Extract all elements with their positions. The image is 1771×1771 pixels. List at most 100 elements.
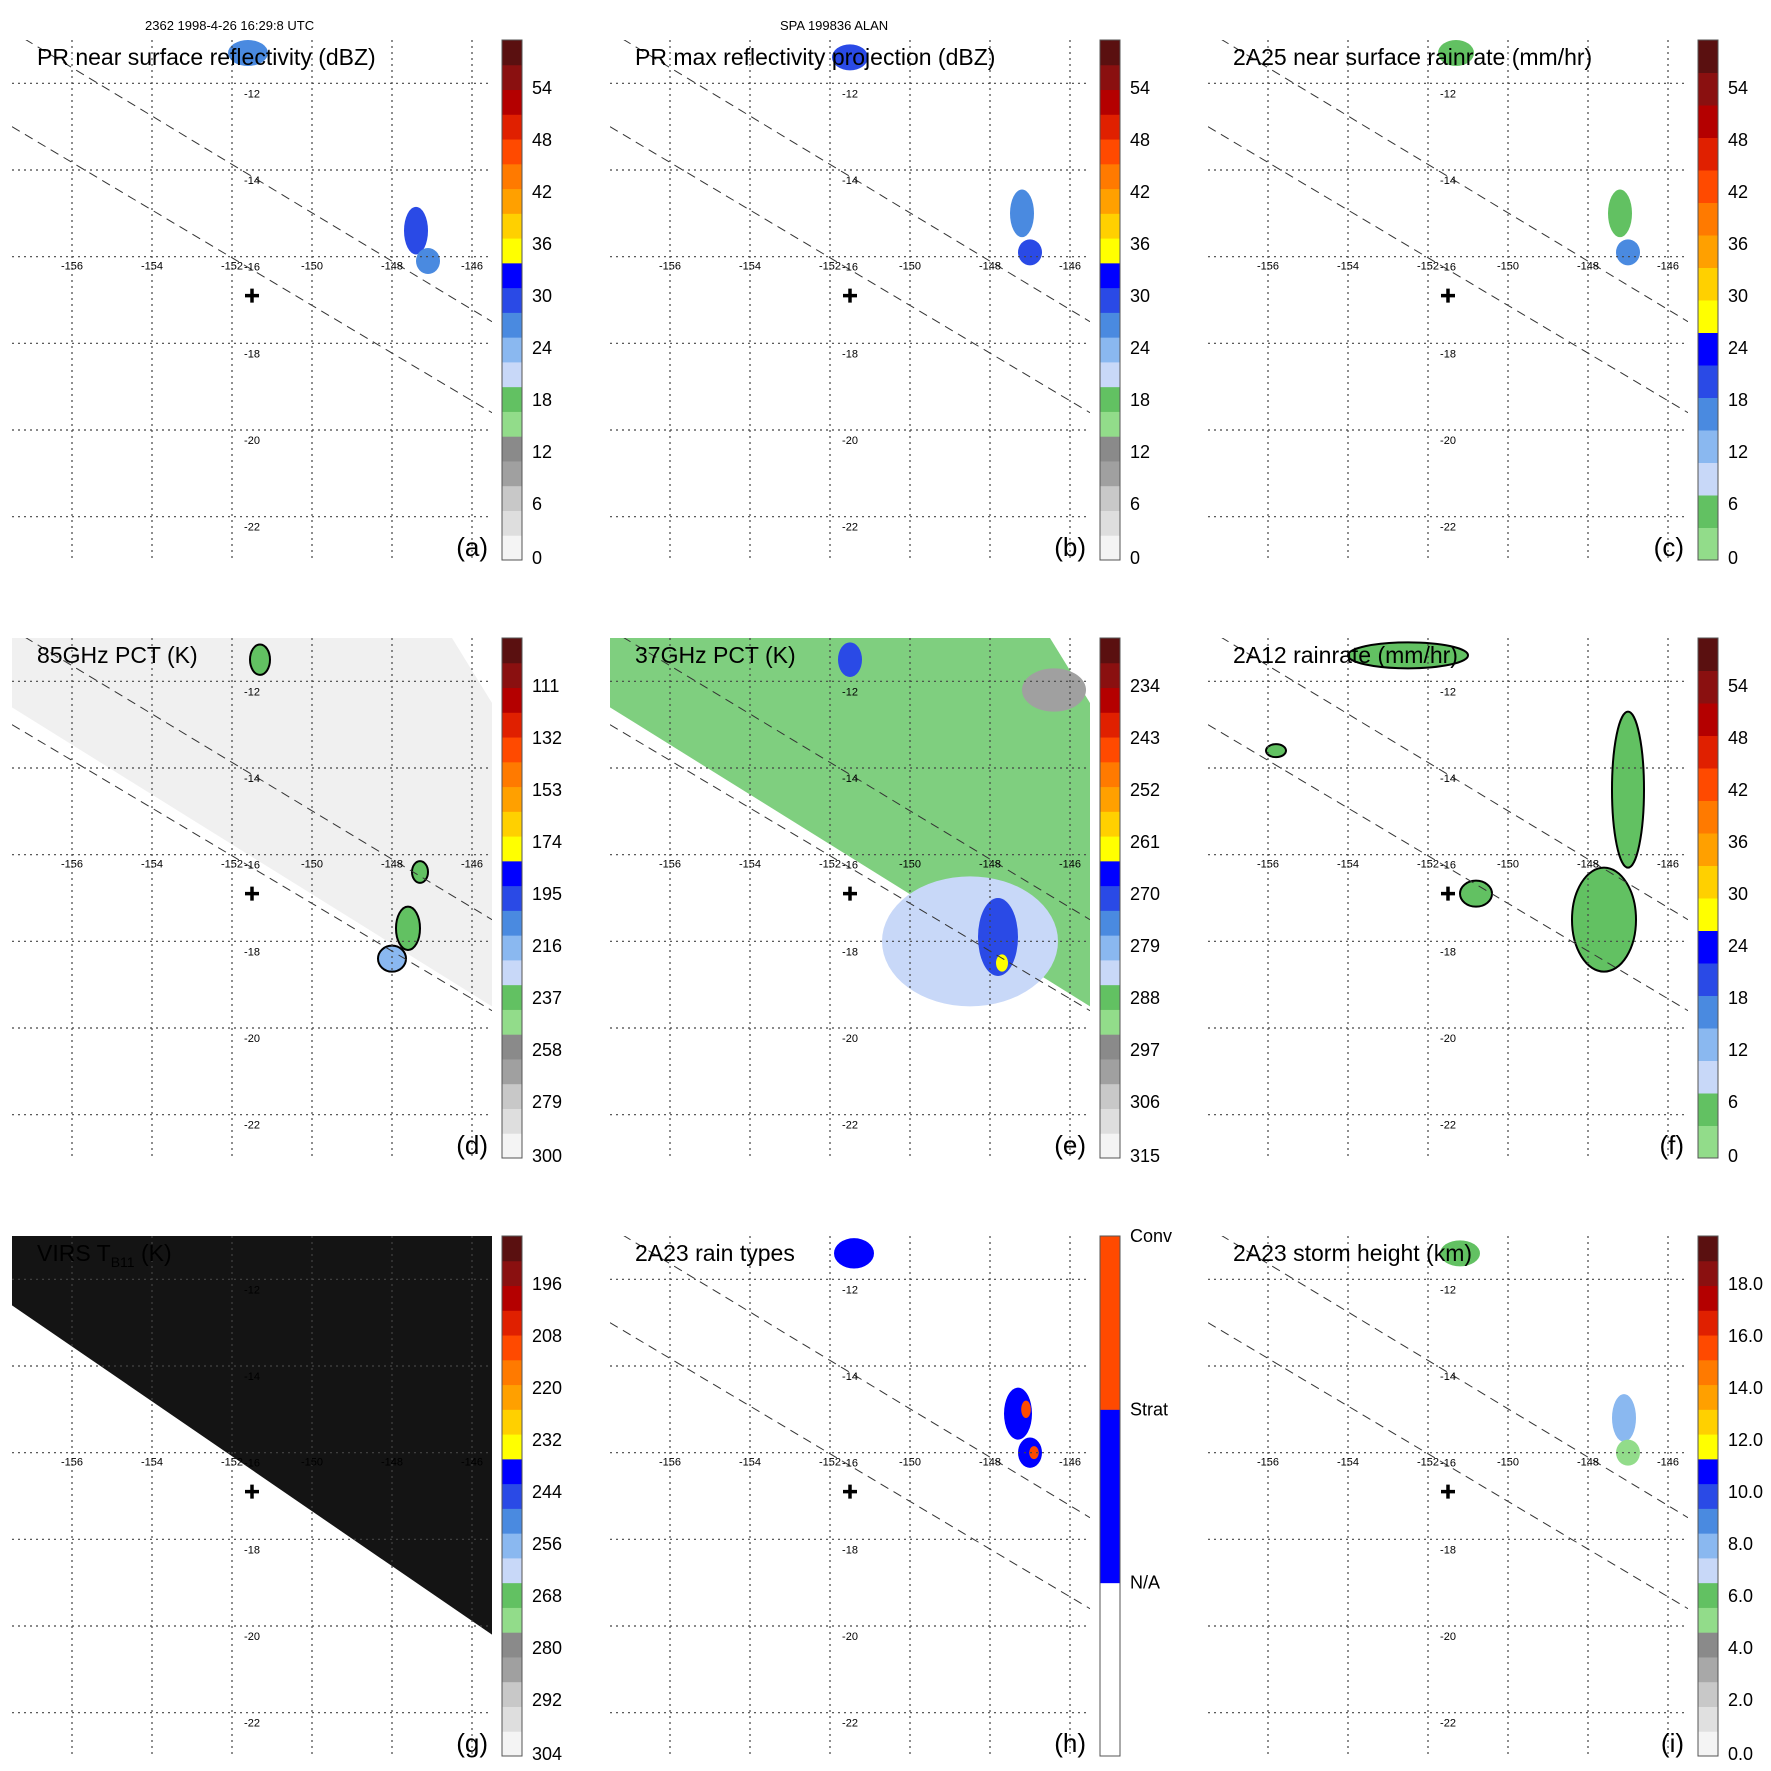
- colorbar-c: 54 48 42 36 30 24 18 12 6 0: [1697, 39, 1748, 568]
- lon-tick-label-b-1: -154: [739, 261, 761, 273]
- colorbar-segment-d-9: [502, 910, 522, 936]
- colorbar-segment-f-7: [1698, 898, 1718, 931]
- lon-tick-label-i-2: -152: [1417, 1457, 1439, 1469]
- colorbar-label-f-4: 30: [1728, 884, 1748, 904]
- colorbar-segment-b-10: [1100, 287, 1120, 313]
- lon-tick-label-b-0: -156: [659, 261, 681, 273]
- colorbar-segment-e-4: [1100, 1034, 1120, 1060]
- lon-tick-label-i-1: -154: [1337, 1457, 1359, 1469]
- colorbar-segment-g-8: [502, 1533, 522, 1559]
- colorbar-label-i-1: 16.0: [1728, 1326, 1763, 1346]
- lon-tick-label-e-3: -150: [899, 859, 921, 871]
- colorbar-segment-b-11: [1100, 262, 1120, 289]
- colorbar-label-c-5: 24: [1728, 338, 1748, 358]
- colorbar-label-h-0: Conv: [1130, 1226, 1172, 1246]
- swath-edge-e-0: [623, 638, 1090, 921]
- colorbar-segment-i-9: [1698, 1508, 1718, 1534]
- swath-fill-g: [12, 1236, 492, 1635]
- colorbar-segment-a-10: [502, 287, 522, 313]
- colorbar-label-g-9: 304: [532, 1744, 562, 1764]
- panel-letter-c: (c): [1654, 532, 1684, 562]
- colorbar-label-d-8: 279: [532, 1092, 562, 1112]
- colorbar-segment-d-8: [502, 935, 522, 961]
- colorbar-segment-c-3: [1698, 430, 1718, 463]
- lon-tick-label-b-5: -146: [1059, 261, 1081, 273]
- lat-tick-label-b-5: -22: [842, 522, 858, 534]
- colorbar-segment-g-0: [502, 1731, 522, 1757]
- colorbar-label-b-7: 12: [1130, 442, 1150, 462]
- rain-cell-d-0: [249, 643, 271, 676]
- rain-cell-a-0: [228, 40, 268, 66]
- colorbar-label-e-8: 306: [1130, 1092, 1160, 1112]
- lat-tick-label-f-4: -20: [1440, 1033, 1456, 1045]
- map-area-b: -156 -154 -152 -150 -148 -146 -12 -14 -16 -18 -20 -…: [610, 40, 1090, 560]
- colorbar-segment-c-9: [1698, 235, 1718, 268]
- colorbar-label-d-9: 300: [532, 1146, 562, 1166]
- colorbar-segment-d-4: [502, 1034, 522, 1060]
- panel-title-i: 2A23 storm height (km): [1233, 1240, 1472, 1266]
- storm-center-marker-h: [843, 1484, 857, 1499]
- lon-tick-label-a-4: -148: [381, 261, 403, 273]
- lon-tick-label-e-0: -156: [659, 859, 681, 871]
- rain-cell-d-2: [411, 860, 429, 884]
- colorbar-segment-b-9: [1100, 312, 1120, 338]
- lat-tick-label-f-1: -14: [1440, 773, 1456, 785]
- lat-tick-label-h-5: -22: [842, 1718, 858, 1730]
- colorbar-label-d-0: 111: [532, 676, 559, 696]
- lon-tick-label-d-4: -148: [381, 859, 403, 871]
- colorbar-segment-g-19: [502, 1260, 522, 1287]
- lon-tick-label-b-2: -152: [819, 261, 841, 273]
- panel-title-tail-g: (K): [135, 1240, 172, 1266]
- lon-tick-label-f-4: -148: [1577, 859, 1599, 871]
- lon-tick-label-h-0: -156: [659, 1457, 681, 1469]
- panel-letter-g: (g): [456, 1728, 488, 1758]
- colorbar-label-c-2: 42: [1728, 182, 1748, 202]
- colorbar-segment-i-15: [1698, 1359, 1718, 1386]
- colorbar-segment-f-8: [1698, 865, 1718, 899]
- colorbar-segment-e-14: [1100, 786, 1120, 812]
- storm-center-marker-e: [843, 886, 857, 901]
- swath-edge-f-1: [1208, 724, 1688, 1012]
- colorbar-segment-i-5: [1698, 1607, 1718, 1633]
- colorbar-segment-e-20: [1100, 638, 1120, 664]
- lat-tick-label-a-1: -14: [244, 175, 260, 187]
- rain-cell-i-1: [1612, 1394, 1636, 1442]
- lon-tick-label-f-5: -146: [1657, 859, 1679, 871]
- lat-tick-label-h-0: -12: [842, 1284, 858, 1296]
- colorbar-segment-a-11: [502, 262, 522, 289]
- lon-tick-label-e-5: -146: [1059, 859, 1081, 871]
- lon-tick-label-f-0: -156: [1257, 859, 1279, 871]
- colorbar-segment-b-1: [1100, 510, 1120, 536]
- colorbar-label-i-8: 2.0: [1728, 1690, 1753, 1710]
- colorbar-i: 18.0 16.0 14.0 12.0 10.0 8.0 6.0 4.0 2.0 0.0: [1697, 1235, 1763, 1764]
- colorbar-segment-b-14: [1100, 188, 1120, 214]
- colorbar-segment-i-6: [1698, 1582, 1718, 1608]
- colorbar-label-d-5: 216: [532, 936, 562, 956]
- lat-tick-label-e-2: -16: [842, 860, 858, 872]
- colorbar-label-a-4: 30: [532, 286, 552, 306]
- colorbar-segment-b-19: [1100, 64, 1120, 91]
- lon-tick-label-e-4: -148: [979, 859, 1001, 871]
- lon-tick-label-c-0: -156: [1257, 261, 1279, 273]
- rain-cell-e-3: [838, 642, 862, 678]
- colorbar-label-g-2: 220: [532, 1378, 562, 1398]
- lon-tick-label-h-5: -146: [1059, 1457, 1081, 1469]
- colorbar-label-f-5: 24: [1728, 936, 1748, 956]
- colorbar-segment-i-14: [1698, 1384, 1718, 1410]
- lon-tick-label-e-1: -154: [739, 859, 761, 871]
- lon-tick-label-a-3: -150: [301, 261, 323, 273]
- colorbar-segment-g-15: [502, 1359, 522, 1386]
- colorbar-e: 234 243 252 261 270 279 288 297 306 315: [1099, 637, 1160, 1166]
- colorbar-label-i-5: 8.0: [1728, 1534, 1753, 1554]
- rain-cell-h-1: [1004, 1387, 1032, 1440]
- rain-cell-h-3: [1021, 1400, 1031, 1419]
- lon-tick-label-h-1: -154: [739, 1457, 761, 1469]
- colorbar-segment-a-19: [502, 64, 522, 91]
- colorbar-segment-e-15: [1100, 761, 1120, 788]
- storm-center-marker-b: [843, 288, 857, 303]
- colorbar-label-c-6: 18: [1728, 390, 1748, 410]
- storm-center-marker-g: [245, 1484, 259, 1499]
- colorbar-segment-c-4: [1698, 397, 1718, 431]
- colorbar-segment-a-5: [502, 411, 522, 437]
- colorbar-label-a-3: 36: [532, 234, 552, 254]
